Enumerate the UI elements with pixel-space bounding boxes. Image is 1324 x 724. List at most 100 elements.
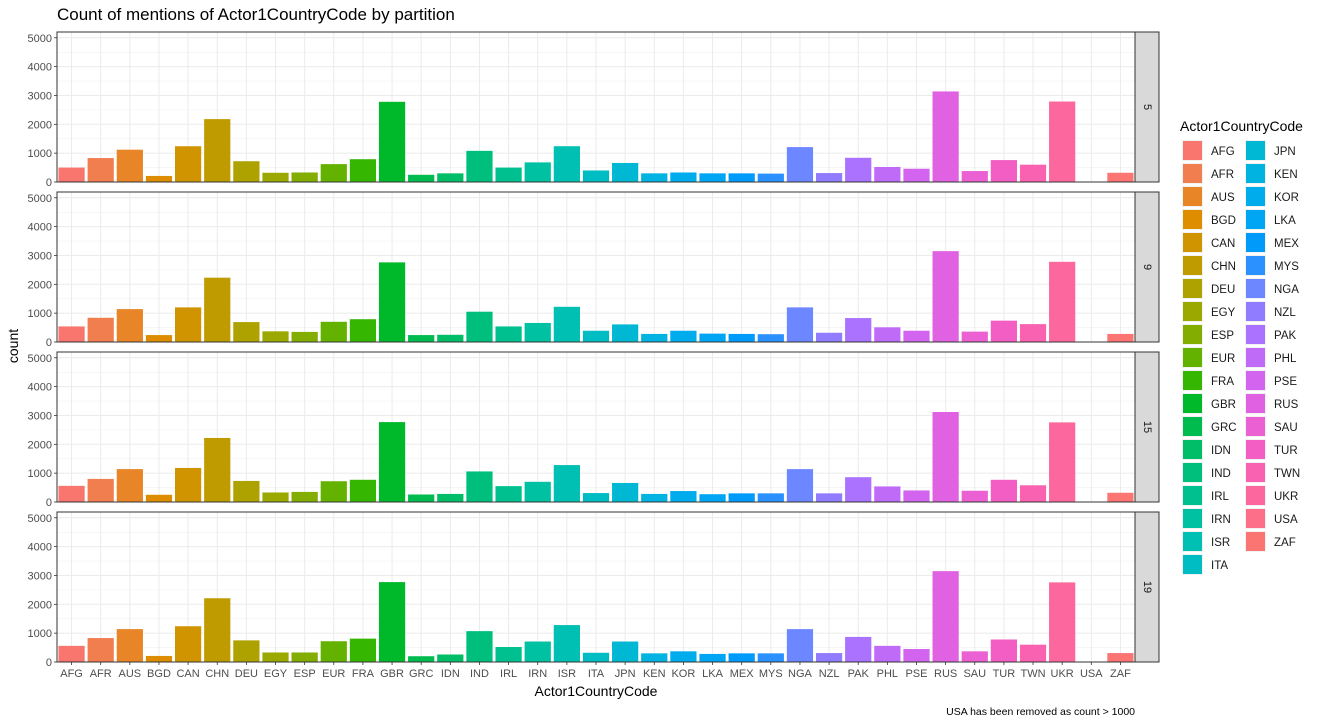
legend-swatch xyxy=(1183,233,1202,252)
legend-label: PSE xyxy=(1274,376,1297,388)
bar-AFG xyxy=(58,167,85,182)
bar-RUS xyxy=(932,412,959,502)
facet-strip-label: 9 xyxy=(1141,264,1153,270)
legend-item-JPN: JPN xyxy=(1245,140,1296,161)
legend-item-PAK: PAK xyxy=(1245,324,1296,345)
legend-swatch xyxy=(1246,394,1265,413)
bar-NGA xyxy=(786,469,814,502)
bar-KEN xyxy=(641,333,668,342)
legend-item-CHN: CHN xyxy=(1182,255,1236,276)
legend-label: FRA xyxy=(1211,376,1234,388)
bar-TWN xyxy=(1019,644,1047,662)
y-tick-label: 5000 xyxy=(28,193,52,205)
x-tick-label: IRL xyxy=(500,668,517,680)
x-tick-label: TWN xyxy=(1021,668,1046,680)
bar-SAU xyxy=(961,171,988,182)
bar-NZL xyxy=(815,653,843,662)
legend-item-FRA: FRA xyxy=(1182,370,1234,391)
legend-swatch xyxy=(1246,325,1265,344)
bar-IND xyxy=(466,631,493,662)
y-tick-label: 2000 xyxy=(28,119,52,131)
bar-GBR xyxy=(378,262,406,342)
legend-swatch xyxy=(1246,532,1265,551)
legend-label: ESP xyxy=(1211,330,1234,342)
x-tick-label: NZL xyxy=(819,668,840,680)
bar-FRA xyxy=(349,159,377,182)
bar-NGA xyxy=(786,147,814,182)
legend-swatch xyxy=(1246,486,1265,505)
bar-TUR xyxy=(990,320,1018,342)
y-tick-label: 5000 xyxy=(28,353,52,365)
legend-swatch xyxy=(1246,164,1265,183)
bar-EUR xyxy=(320,321,347,342)
y-tick-label: 2000 xyxy=(28,279,52,291)
facet-panel-5: 0 1000 2000 3000 4000 5000 5 xyxy=(28,31,1160,189)
x-tick-label: EGY xyxy=(264,668,288,680)
legend-item-DEU: DEU xyxy=(1182,278,1235,299)
legend-label: ISR xyxy=(1211,537,1230,549)
legend-swatch xyxy=(1246,210,1265,229)
bar-IND xyxy=(466,471,493,502)
bar-LKA xyxy=(699,173,726,182)
legend-label: AFR xyxy=(1211,169,1234,181)
legend-label: TWN xyxy=(1274,468,1300,480)
x-tick-label: AUS xyxy=(119,668,142,680)
legend-item-PSE: PSE xyxy=(1245,370,1297,391)
legend-item-IRN: IRN xyxy=(1182,508,1231,529)
legend-swatch xyxy=(1246,233,1265,252)
x-tick-label: PSE xyxy=(905,668,927,680)
legend-swatch xyxy=(1183,302,1202,321)
bar-EGY xyxy=(262,492,289,502)
legend-swatch xyxy=(1246,279,1265,298)
facet-strip xyxy=(1134,31,1160,183)
x-tick-label: BGD xyxy=(147,668,171,680)
bar-LKA xyxy=(699,494,726,502)
bar-IDN xyxy=(437,334,464,342)
y-tick-label: 3000 xyxy=(28,250,52,262)
chart-title: Count of mentions of Actor1CountryCode b… xyxy=(57,5,455,24)
bar-BGD xyxy=(145,175,173,182)
legend-label: ITA xyxy=(1211,560,1228,572)
legend-swatch xyxy=(1183,164,1202,183)
bar-KEN xyxy=(641,493,668,502)
bar-JPN xyxy=(612,162,639,182)
bar-AFR xyxy=(87,638,114,662)
bar-PAK xyxy=(845,157,872,182)
bar-KOR xyxy=(670,172,697,182)
bar-IRL xyxy=(495,486,522,502)
legend-item-BGD: BGD xyxy=(1182,209,1236,230)
bar-PSE xyxy=(903,168,930,182)
bar-MYS xyxy=(757,173,784,182)
legend-label: ZAF xyxy=(1274,537,1296,549)
bar-AFR xyxy=(87,158,114,182)
legend-item-NZL: NZL xyxy=(1245,301,1296,322)
y-tick-label: 4000 xyxy=(28,542,52,554)
bar-GBR xyxy=(378,101,406,182)
bar-AUS xyxy=(116,469,143,502)
legend-label: DEU xyxy=(1211,284,1235,296)
facet-strip-label: 19 xyxy=(1141,581,1153,593)
legend-swatch xyxy=(1246,440,1265,459)
legend-label: IRL xyxy=(1211,491,1230,503)
bar-TWN xyxy=(1019,485,1047,502)
bar-PAK xyxy=(845,477,872,502)
bar-ZAF xyxy=(1107,492,1134,502)
bar-NZL xyxy=(815,332,843,342)
bar-LKA xyxy=(699,333,726,342)
bar-IRN xyxy=(524,481,551,502)
legend-item-MYS: MYS xyxy=(1245,255,1299,276)
bar-ISR xyxy=(553,306,580,342)
y-tick-label: 0 xyxy=(46,657,52,669)
legend-label: PHL xyxy=(1274,353,1297,365)
facet-strip-label: 5 xyxy=(1141,104,1153,110)
bar-KOR xyxy=(670,330,697,342)
bar-EGY xyxy=(262,331,289,342)
y-tick-label: 2000 xyxy=(28,599,52,611)
legend-swatch xyxy=(1183,279,1202,298)
legend-swatch xyxy=(1183,371,1202,390)
y-tick-label: 4000 xyxy=(28,382,52,394)
legend-swatch xyxy=(1183,532,1202,551)
legend-title: Actor1CountryCode xyxy=(1180,118,1303,134)
legend-item-ISR: ISR xyxy=(1182,531,1230,552)
legend-item-EUR: EUR xyxy=(1182,347,1235,368)
